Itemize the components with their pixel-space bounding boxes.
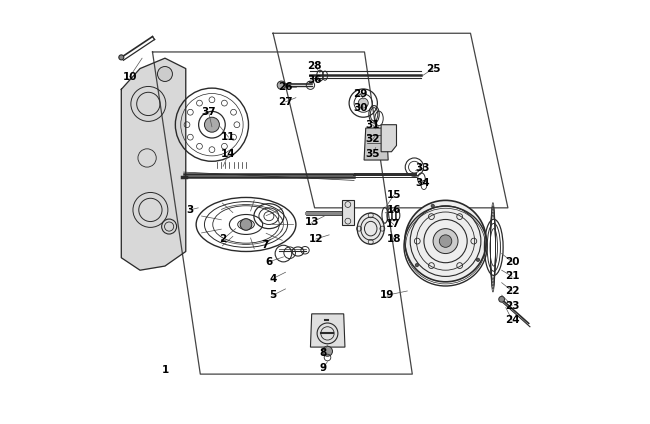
Circle shape [439, 235, 452, 247]
Text: 5: 5 [269, 290, 277, 300]
Text: 20: 20 [505, 257, 519, 267]
Circle shape [415, 263, 419, 267]
Text: 37: 37 [202, 107, 216, 117]
Text: 11: 11 [221, 132, 236, 142]
Text: 14: 14 [221, 149, 236, 159]
Text: 12: 12 [309, 234, 323, 244]
Text: 36: 36 [307, 75, 322, 85]
Polygon shape [311, 314, 345, 347]
Text: 2: 2 [220, 234, 227, 244]
Circle shape [157, 67, 172, 81]
Text: 25: 25 [426, 64, 440, 74]
Circle shape [499, 296, 504, 302]
Text: 24: 24 [505, 315, 519, 325]
Circle shape [433, 229, 458, 254]
Text: 33: 33 [415, 163, 430, 173]
Circle shape [431, 204, 434, 208]
Text: 17: 17 [386, 220, 401, 229]
Text: 35: 35 [365, 149, 380, 159]
Circle shape [322, 346, 333, 356]
Text: 18: 18 [386, 234, 401, 244]
Text: 6: 6 [265, 257, 272, 267]
Circle shape [240, 219, 252, 230]
Text: 28: 28 [307, 61, 322, 71]
Text: 19: 19 [380, 290, 395, 300]
Ellipse shape [358, 213, 384, 244]
Circle shape [358, 98, 369, 108]
Text: 1: 1 [161, 365, 168, 375]
Text: 23: 23 [505, 301, 519, 310]
Text: 21: 21 [505, 271, 519, 282]
Text: 3: 3 [187, 205, 194, 215]
Circle shape [405, 201, 486, 282]
Text: 8: 8 [319, 349, 326, 358]
Text: 29: 29 [353, 89, 367, 98]
Polygon shape [122, 58, 186, 270]
Circle shape [277, 81, 285, 89]
Text: 9: 9 [319, 363, 326, 373]
Polygon shape [364, 128, 388, 160]
Text: 22: 22 [505, 286, 519, 296]
Text: 7: 7 [261, 240, 268, 250]
Text: 26: 26 [278, 82, 292, 92]
Text: 15: 15 [386, 190, 401, 201]
Circle shape [205, 117, 220, 132]
Text: 34: 34 [415, 178, 430, 188]
Text: 10: 10 [122, 72, 137, 82]
Text: 4: 4 [269, 273, 277, 284]
Polygon shape [342, 201, 354, 225]
Text: 13: 13 [304, 218, 319, 227]
Text: 32: 32 [365, 134, 380, 144]
Circle shape [119, 55, 124, 60]
Text: 27: 27 [278, 97, 292, 107]
Text: 16: 16 [386, 205, 401, 215]
Circle shape [476, 258, 480, 262]
Text: 31: 31 [365, 120, 380, 130]
Polygon shape [381, 125, 396, 152]
Text: 30: 30 [353, 103, 368, 113]
